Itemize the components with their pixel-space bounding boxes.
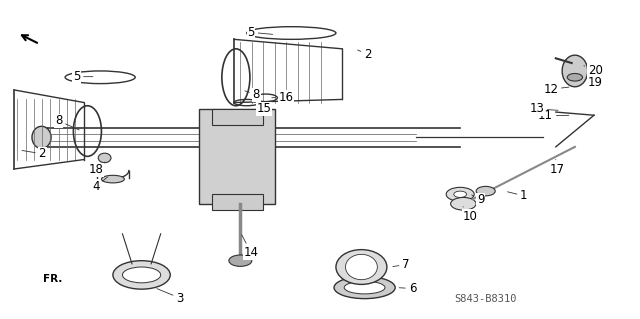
Bar	[212, 194, 262, 210]
Ellipse shape	[32, 126, 51, 148]
Ellipse shape	[562, 55, 588, 87]
Ellipse shape	[567, 73, 582, 81]
Text: 2: 2	[358, 48, 372, 61]
Ellipse shape	[446, 187, 474, 201]
Ellipse shape	[99, 153, 111, 163]
Text: 14: 14	[242, 235, 259, 259]
Bar	[212, 109, 262, 125]
Text: 2: 2	[22, 147, 46, 160]
Ellipse shape	[334, 277, 395, 299]
Text: 3: 3	[157, 289, 184, 305]
Text: 19: 19	[586, 77, 603, 89]
Ellipse shape	[454, 191, 467, 197]
Ellipse shape	[476, 186, 495, 196]
Text: FR.: FR.	[43, 274, 62, 284]
Text: 10: 10	[462, 207, 477, 223]
Text: 20: 20	[584, 64, 603, 77]
Text: 8: 8	[245, 88, 260, 101]
Ellipse shape	[229, 255, 252, 266]
Text: 16: 16	[272, 91, 294, 104]
Text: 5: 5	[73, 70, 93, 83]
Ellipse shape	[344, 281, 385, 294]
Text: 15: 15	[251, 102, 271, 115]
Text: S843-B8310: S843-B8310	[454, 293, 517, 304]
Ellipse shape	[101, 175, 124, 183]
Text: 11: 11	[538, 109, 569, 122]
Text: 4: 4	[92, 177, 108, 193]
Text: 9: 9	[472, 194, 484, 206]
Text: 8: 8	[55, 115, 79, 130]
Ellipse shape	[336, 250, 387, 285]
Text: 12: 12	[543, 83, 569, 96]
Text: 7: 7	[393, 258, 410, 271]
Text: 5: 5	[248, 26, 273, 39]
Ellipse shape	[451, 197, 476, 210]
Text: 13: 13	[529, 102, 558, 115]
Text: 1: 1	[508, 189, 527, 202]
Bar	[199, 109, 275, 204]
Ellipse shape	[113, 261, 170, 289]
Ellipse shape	[122, 267, 161, 283]
Text: 17: 17	[550, 160, 564, 176]
Ellipse shape	[346, 254, 378, 280]
Text: 6: 6	[399, 282, 416, 295]
Text: 18: 18	[88, 162, 104, 176]
